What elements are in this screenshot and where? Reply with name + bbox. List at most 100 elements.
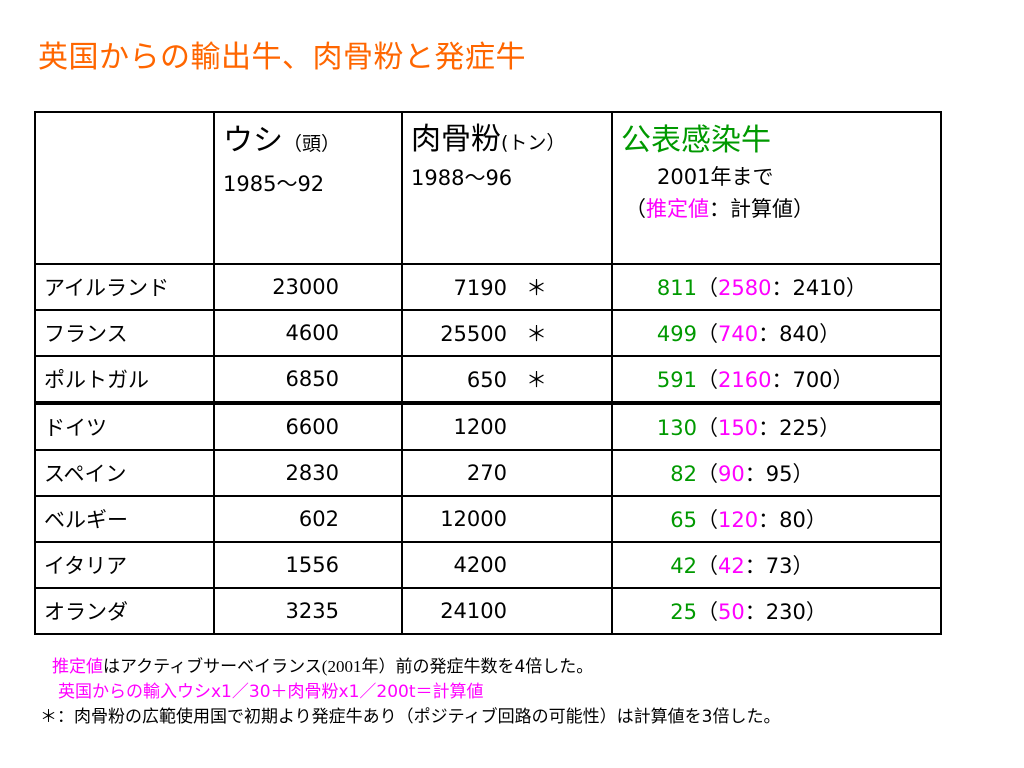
paren-close: ） <box>832 368 854 392</box>
header-official: 公表感染牛 2001年まで （推定値：計算値） <box>611 111 942 265</box>
estimate-value: 50 <box>718 600 745 624</box>
country-name: オランダ <box>44 600 128 624</box>
official-value: 82 <box>670 462 697 486</box>
paren-open: （ <box>697 416 718 440</box>
footnote-estimate: 推定値はアクティブサーベイランス(2001年）前の発症牛数を4倍した。 <box>40 654 780 680</box>
mbm-mark: ＊ <box>526 368 547 392</box>
cell-country: アイルランド <box>34 263 215 311</box>
header-calc-label: ：計算値） <box>709 197 814 221</box>
calc-value: 2410 <box>792 276 846 300</box>
estimate-value: 2160 <box>718 368 772 392</box>
cell-cattle: 3235 <box>213 587 403 635</box>
cell-official: 82（90：95） <box>611 449 942 497</box>
table-row: イタリア 1556 4200 42（42：73） <box>34 541 942 589</box>
footnote-estimate-text: はアクティブサーベイランス <box>103 657 322 677</box>
footnote-estimate-year: (2001 <box>321 657 362 676</box>
cattle-value: 6600 <box>285 415 339 439</box>
country-name: ポルトガル <box>44 368 149 392</box>
official-value: 65 <box>670 508 697 532</box>
mbm-value: 650 <box>466 368 507 392</box>
official-value: 499 <box>656 322 697 346</box>
calc-value: 225 <box>779 416 820 440</box>
cell-mbm: 24100 <box>401 587 613 635</box>
header-official-year: 2001年まで <box>657 165 774 189</box>
mbm-value: 1200 <box>453 415 507 439</box>
paren-close: ） <box>819 322 841 346</box>
export-table: ウシ（頭） 1985～92 肉骨粉(トン） 1988～96 公表感染牛 2001… <box>34 111 942 635</box>
calc-value: 840 <box>779 322 820 346</box>
cell-mbm: 270 <box>401 449 613 497</box>
official-value: 25 <box>670 600 697 624</box>
paren-open: （ <box>697 276 718 300</box>
paren-close: ） <box>805 508 827 532</box>
cell-official: 130（150：225） <box>611 401 942 451</box>
country-name: ベルギー <box>44 508 128 532</box>
cell-mbm: 7190 ＊ <box>401 263 613 311</box>
cell-mbm: 4200 <box>401 541 613 589</box>
separator: ： <box>744 600 766 624</box>
separator: ： <box>758 508 780 532</box>
header-mbm-unit: (トン） <box>501 132 566 154</box>
cell-cattle: 1556 <box>213 541 403 589</box>
mbm-value: 7190 <box>453 276 507 300</box>
paren-close: ） <box>792 462 814 486</box>
cell-official: 499（740：840） <box>611 309 942 357</box>
calc-value: 80 <box>779 508 806 532</box>
cattle-value: 6850 <box>285 367 339 391</box>
official-value: 130 <box>656 416 697 440</box>
cell-official: 42（42：73） <box>611 541 942 589</box>
country-name: ドイツ <box>44 416 107 440</box>
header-country <box>34 111 215 265</box>
cell-mbm: 650 ＊ <box>401 355 613 404</box>
cell-official: 811（2580：2410） <box>611 263 942 311</box>
estimate-value: 2580 <box>718 276 772 300</box>
mbm-value: 270 <box>466 461 507 485</box>
country-name: フランス <box>44 322 128 346</box>
header-cattle-unit: （頭） <box>283 133 341 155</box>
cell-cattle: 6600 <box>213 401 403 451</box>
header-estimate-label: 推定値 <box>646 197 709 221</box>
cell-mbm: 1200 <box>401 401 613 451</box>
cattle-value: 4600 <box>285 321 339 345</box>
calc-value: 73 <box>765 554 793 578</box>
table-row: ポルトガル 6850 650 ＊ 591（2160：700） <box>34 355 942 404</box>
official-value: 591 <box>656 368 697 392</box>
footnote-estimate-text-end: 年）前の発症牛数を4倍した。 <box>361 657 594 677</box>
separator: ： <box>744 462 766 486</box>
estimate-value: 42 <box>718 554 745 578</box>
cell-cattle: 2830 <box>213 449 403 497</box>
header-mbm: 肉骨粉(トン） 1988～96 <box>401 111 613 265</box>
paren-close: ） <box>805 600 827 624</box>
header-cattle-label: ウシ <box>223 123 283 158</box>
mbm-value: 4200 <box>453 553 507 577</box>
cattle-value: 602 <box>298 507 339 531</box>
cell-mbm: 25500 ＊ <box>401 309 613 357</box>
paren-close: ） <box>819 416 841 440</box>
paren-close: ） <box>845 276 867 300</box>
estimate-value: 90 <box>718 462 745 486</box>
estimate-value: 740 <box>718 322 759 346</box>
header-mbm-period: 1988～96 <box>411 166 513 190</box>
country-name: アイルランド <box>44 276 169 300</box>
header-mbm-label: 肉骨粉 <box>411 122 501 157</box>
separator: ： <box>771 368 793 392</box>
table-row: アイルランド 23000 7190 ＊ 811（2580：2410） <box>34 263 942 311</box>
paren-open: （ <box>697 368 718 392</box>
paren-close: ） <box>792 554 814 578</box>
cell-mbm: 12000 <box>401 495 613 543</box>
official-value: 811 <box>656 276 697 300</box>
table-row: オランダ 3235 24100 25（50：230） <box>34 587 942 635</box>
cell-country: イタリア <box>34 541 215 589</box>
cell-country: ドイツ <box>34 401 215 451</box>
footnote-calc: 英国からの輸入ウシx1／30＋肉骨粉x1／200t＝計算値 <box>58 682 484 702</box>
paren-open: （ <box>697 462 718 486</box>
separator: ： <box>758 416 780 440</box>
header-cattle-period: 1985～92 <box>223 172 325 196</box>
footnote-asterisk: ＊：肉骨粉の広範使用国で初期より発症牛あり（ポジティブ回路の可能性）は計算値を3… <box>40 707 781 727</box>
cell-official: 25（50：230） <box>611 587 942 635</box>
mbm-mark: ＊ <box>526 322 547 346</box>
paren-open: （ <box>697 508 718 532</box>
cell-cattle: 23000 <box>213 263 403 311</box>
header-paren-open: （ <box>625 197 646 221</box>
table-header-row: ウシ（頭） 1985～92 肉骨粉(トン） 1988～96 公表感染牛 2001… <box>34 111 942 265</box>
